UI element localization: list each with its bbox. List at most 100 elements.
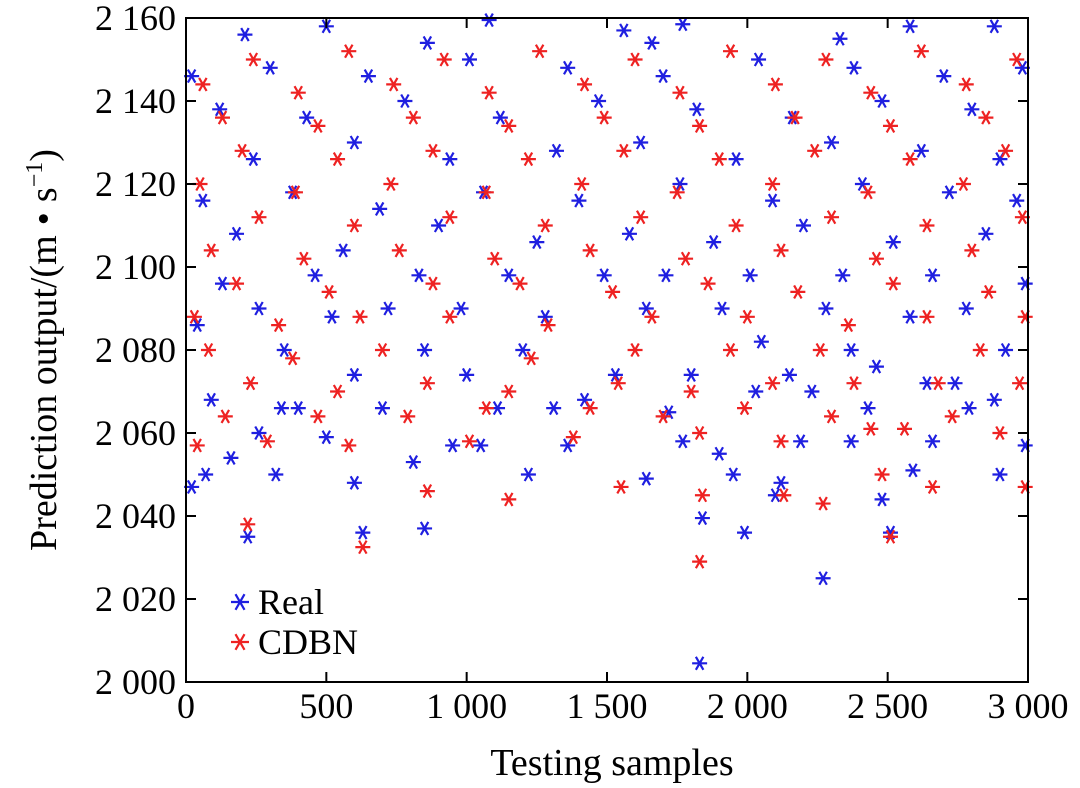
point-cdbn <box>613 479 629 494</box>
y-axis-label-close: ) <box>23 149 65 162</box>
point-real <box>885 235 901 250</box>
x-tick-label: 500 <box>299 686 353 726</box>
point-real <box>751 52 767 67</box>
point-real <box>237 27 253 42</box>
point-cdbn <box>739 309 755 324</box>
point-cdbn <box>812 342 828 358</box>
point-cdbn <box>296 251 312 266</box>
point-real <box>846 60 862 75</box>
point-real <box>346 135 362 150</box>
point-cdbn <box>882 529 898 544</box>
point-cdbn <box>1009 52 1025 67</box>
point-real <box>633 135 649 150</box>
point-cdbn <box>669 185 685 200</box>
point-real <box>843 342 859 358</box>
point-cdbn <box>776 488 792 503</box>
point-cdbn <box>540 318 556 333</box>
point-cdbn <box>442 309 458 324</box>
point-real <box>958 301 974 316</box>
point-real <box>473 438 489 453</box>
point-real <box>411 268 427 283</box>
point-cdbn <box>700 276 716 291</box>
point-real <box>854 176 870 192</box>
point-real <box>492 110 508 125</box>
point-cdbn <box>818 52 834 67</box>
point-real <box>374 401 390 416</box>
point-real <box>644 35 660 50</box>
point-real <box>251 301 267 316</box>
y-axis-label-dot: • <box>23 212 65 225</box>
point-real <box>638 301 654 316</box>
point-cdbn <box>251 210 267 225</box>
legend-label-real: Real <box>258 582 324 622</box>
point-cdbn <box>501 384 517 399</box>
point-real <box>773 475 789 490</box>
point-cdbn <box>243 376 259 391</box>
point-real <box>607 367 623 382</box>
point-real <box>986 19 1002 34</box>
point-cdbn <box>925 479 941 494</box>
point-cdbn <box>919 309 935 324</box>
point-cdbn <box>478 401 494 416</box>
point-real <box>925 434 941 449</box>
point-cdbn <box>596 110 612 125</box>
point-real <box>925 268 941 283</box>
point-real <box>560 60 576 75</box>
point-cdbn <box>972 342 988 358</box>
point-real <box>529 235 545 250</box>
point-cdbn <box>245 52 261 67</box>
point-real <box>537 309 553 324</box>
x-tick-label: 3 000 <box>988 686 1069 726</box>
point-cdbn <box>944 409 960 424</box>
point-cdbn <box>902 152 918 167</box>
point-cdbn <box>234 143 250 158</box>
point-real <box>203 392 219 407</box>
point-real <box>683 367 699 382</box>
point-cdbn <box>582 401 598 416</box>
point-cdbn <box>919 218 935 233</box>
point-real <box>214 276 230 291</box>
point-real <box>714 301 730 316</box>
point-cdbn <box>815 496 831 511</box>
point-cdbn <box>605 284 621 299</box>
point-real <box>461 52 477 67</box>
point-real <box>781 367 797 382</box>
x-tick-label: 1 500 <box>567 686 648 726</box>
point-real <box>742 268 758 283</box>
point-real <box>268 467 284 482</box>
point-real <box>753 334 769 349</box>
point-real <box>560 438 576 453</box>
point-cdbn <box>737 401 753 416</box>
point-cdbn <box>840 318 856 333</box>
point-real <box>546 401 562 416</box>
point-cdbn <box>405 110 421 125</box>
point-real <box>905 463 921 478</box>
point-real <box>481 13 497 28</box>
point-real <box>978 226 994 241</box>
point-cdbn <box>765 376 781 391</box>
point-cdbn <box>582 243 598 258</box>
point-cdbn <box>442 210 458 225</box>
point-real <box>372 201 388 216</box>
point-cdbn <box>644 309 660 324</box>
point-real <box>902 19 918 34</box>
point-cdbn <box>722 44 738 59</box>
point-cdbn <box>773 243 789 258</box>
point-cdbn <box>885 276 901 291</box>
point-real <box>725 467 741 482</box>
point-cdbn <box>998 143 1014 158</box>
point-real <box>501 268 517 283</box>
point-real <box>198 467 214 482</box>
point-cdbn <box>627 342 643 358</box>
point-cdbn <box>532 44 548 59</box>
point-real <box>417 342 433 358</box>
point-real <box>992 467 1008 482</box>
point-cdbn <box>863 85 879 100</box>
point-cdbn <box>501 118 517 133</box>
point-cdbn <box>897 421 913 436</box>
x-tick-label: 1 000 <box>426 686 507 726</box>
point-real <box>616 23 632 38</box>
point-cdbn <box>678 251 694 266</box>
point-real <box>229 226 245 241</box>
